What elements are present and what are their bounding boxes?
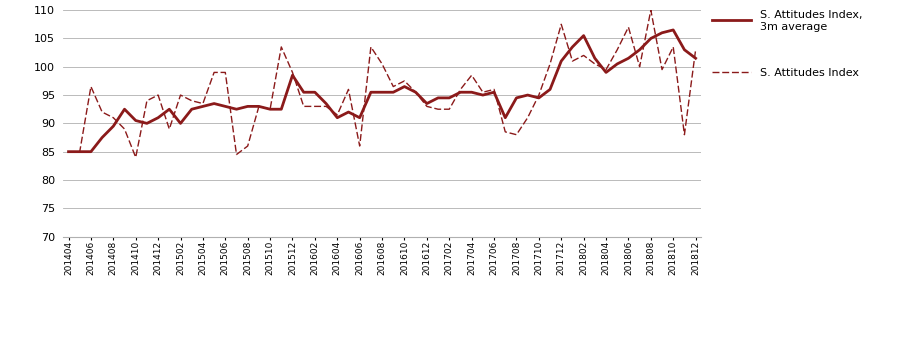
Line: S. Attitudes Index: S. Attitudes Index xyxy=(68,10,696,157)
S. Attitudes Index,
3m average xyxy=(690,56,701,60)
S. Attitudes Index,
3m average xyxy=(97,136,108,140)
Line: S. Attitudes Index,
3m average: S. Attitudes Index, 3m average xyxy=(68,30,696,152)
S. Attitudes Index,
3m average xyxy=(85,150,96,154)
S. Attitudes Index xyxy=(85,84,96,89)
S. Attitudes Index,
3m average xyxy=(63,150,74,154)
S. Attitudes Index,
3m average xyxy=(489,90,500,94)
S. Attitudes Index,
3m average xyxy=(668,28,679,32)
S. Attitudes Index xyxy=(343,87,354,91)
S. Attitudes Index xyxy=(645,8,656,12)
S. Attitudes Index xyxy=(97,110,108,114)
S. Attitudes Index,
3m average xyxy=(231,107,242,111)
Legend: S. Attitudes Index,
3m average, S. Attitudes Index: S. Attitudes Index, 3m average, S. Attit… xyxy=(708,6,867,82)
S. Attitudes Index xyxy=(690,48,701,52)
S. Attitudes Index xyxy=(63,150,74,154)
S. Attitudes Index,
3m average xyxy=(500,116,511,120)
S. Attitudes Index xyxy=(511,132,521,137)
S. Attitudes Index,
3m average xyxy=(332,116,343,120)
S. Attitudes Index xyxy=(130,155,141,159)
S. Attitudes Index xyxy=(500,130,511,134)
S. Attitudes Index xyxy=(243,144,254,148)
